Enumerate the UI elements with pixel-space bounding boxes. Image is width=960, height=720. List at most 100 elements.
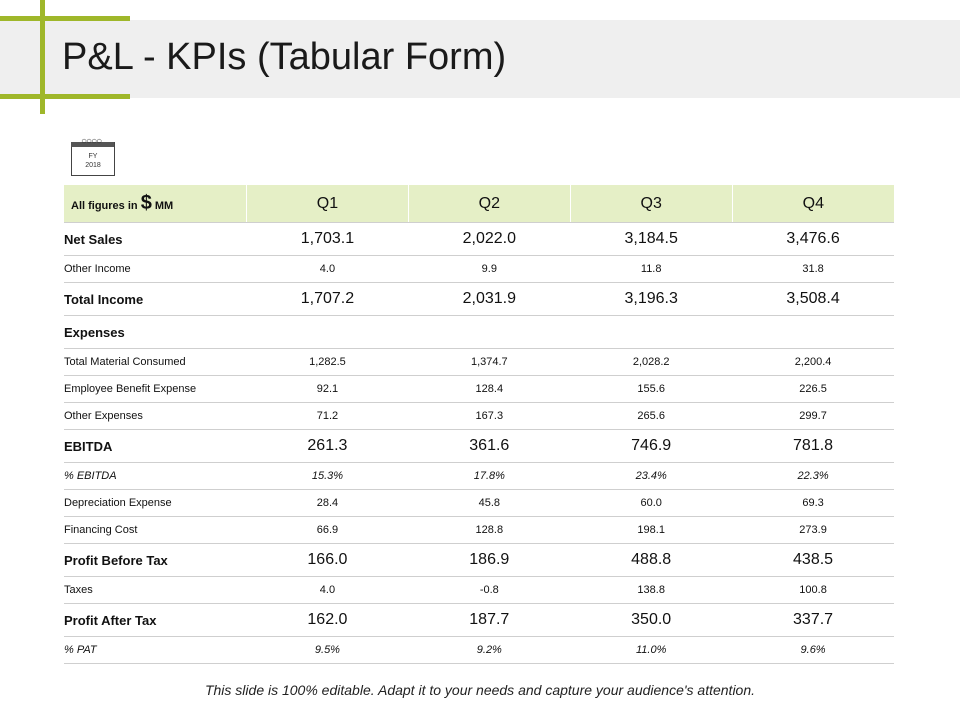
- cell-value: 92.1: [246, 375, 409, 403]
- table-row: Other Expenses 71.2 167.3 265.6 299.7: [64, 402, 894, 430]
- cell-value: 2,200.4: [732, 348, 894, 376]
- cell-value: 2,031.9: [408, 282, 571, 316]
- cell-value: 488.8: [570, 543, 733, 577]
- table-row: % PAT 9.5% 9.2% 11.0% 9.6%: [64, 636, 894, 664]
- cell-value: 1,703.1: [246, 222, 409, 256]
- table-row: Financing Cost 66.9 128.8 198.1 273.9: [64, 516, 894, 544]
- calendar-label: FY 2018: [71, 152, 115, 170]
- table-row: Depreciation Expense 28.4 45.8 60.0 69.3: [64, 489, 894, 517]
- cell-value: 350.0: [570, 603, 733, 637]
- row-label: Depreciation Expense: [64, 489, 247, 517]
- row-label: Financing Cost: [64, 516, 247, 544]
- title-accent-line-vertical: [40, 0, 45, 114]
- title-band: [0, 20, 960, 98]
- calendar-fy: FY: [88, 153, 98, 160]
- row-label: Profit After Tax: [64, 603, 247, 637]
- table-row: Expenses: [64, 315, 894, 349]
- cell-value: 781.8: [732, 429, 894, 463]
- cell-value: 3,196.3: [570, 282, 733, 316]
- table-row: EBITDA 261.3 361.6 746.9 781.8: [64, 429, 894, 463]
- cell-value: 11.0%: [570, 636, 733, 664]
- cell-value: [570, 315, 733, 349]
- cell-value: 299.7: [732, 402, 894, 430]
- column-header-q4: Q4: [732, 185, 894, 223]
- row-label: Taxes: [64, 576, 247, 604]
- cell-value: 69.3: [732, 489, 894, 517]
- figures-note: All figures in $ MM: [64, 185, 247, 223]
- table-row: % EBITDA 15.3% 17.8% 23.4% 22.3%: [64, 462, 894, 490]
- row-label: Employee Benefit Expense: [64, 375, 247, 403]
- row-label: Other Expenses: [64, 402, 247, 430]
- cell-value: 128.8: [408, 516, 571, 544]
- table-row: Profit After Tax 162.0 187.7 350.0 337.7: [64, 603, 894, 637]
- cell-value: 9.6%: [732, 636, 894, 664]
- cell-value: 45.8: [408, 489, 571, 517]
- row-label: Net Sales: [64, 222, 247, 256]
- cell-value: 3,476.6: [732, 222, 894, 256]
- calendar-icon: ○○○○ FY 2018: [71, 136, 115, 176]
- figures-prefix: All figures in: [71, 200, 138, 212]
- cell-value: 4.0: [246, 255, 409, 283]
- title-accent-line-top: [0, 16, 130, 21]
- cell-value: 155.6: [570, 375, 733, 403]
- cell-value: 28.4: [246, 489, 409, 517]
- cell-value: 746.9: [570, 429, 733, 463]
- cell-value: 22.3%: [732, 462, 894, 490]
- cell-value: 31.8: [732, 255, 894, 283]
- cell-value: 261.3: [246, 429, 409, 463]
- cell-value: 60.0: [570, 489, 733, 517]
- cell-value: 66.9: [246, 516, 409, 544]
- cell-value: 337.7: [732, 603, 894, 637]
- title-accent-line-bottom: [0, 94, 130, 99]
- row-label: Other Income: [64, 255, 247, 283]
- cell-value: 4.0: [246, 576, 409, 604]
- row-label: EBITDA: [64, 429, 247, 463]
- calendar-year: 2018: [85, 162, 101, 169]
- column-header-q3: Q3: [570, 185, 733, 223]
- column-header-q2: Q2: [408, 185, 571, 223]
- cell-value: 9.2%: [408, 636, 571, 664]
- table-row: Total Income 1,707.2 2,031.9 3,196.3 3,5…: [64, 282, 894, 316]
- cell-value: 1,282.5: [246, 348, 409, 376]
- cell-value: 2,022.0: [408, 222, 571, 256]
- figures-unit: MM: [154, 200, 174, 212]
- cell-value: 3,508.4: [732, 282, 894, 316]
- cell-value: 162.0: [246, 603, 409, 637]
- cell-value: 71.2: [246, 402, 409, 430]
- table-header-row: All figures in $ MM Q1 Q2 Q3 Q4: [64, 185, 894, 223]
- cell-value: 186.9: [408, 543, 571, 577]
- cell-value: 17.8%: [408, 462, 571, 490]
- cell-value: 226.5: [732, 375, 894, 403]
- cell-value: 11.8: [570, 255, 733, 283]
- cell-value: [246, 315, 409, 349]
- table-row: Employee Benefit Expense 92.1 128.4 155.…: [64, 375, 894, 403]
- calendar-header-bar: [71, 142, 114, 147]
- cell-value: 2,028.2: [570, 348, 733, 376]
- row-label: % PAT: [64, 636, 247, 664]
- cell-value: 138.8: [570, 576, 733, 604]
- table-row: Taxes 4.0 -0.8 138.8 100.8: [64, 576, 894, 604]
- cell-value: 9.5%: [246, 636, 409, 664]
- row-label: Expenses: [64, 315, 247, 349]
- cell-value: 438.5: [732, 543, 894, 577]
- cell-value: 9.9: [408, 255, 571, 283]
- table-row: Other Income 4.0 9.9 11.8 31.8: [64, 255, 894, 283]
- cell-value: 1,707.2: [246, 282, 409, 316]
- row-label: Total Income: [64, 282, 247, 316]
- cell-value: 198.1: [570, 516, 733, 544]
- table-row: Profit Before Tax 166.0 186.9 488.8 438.…: [64, 543, 894, 577]
- table-row: Net Sales 1,703.1 2,022.0 3,184.5 3,476.…: [64, 222, 894, 256]
- cell-value: 265.6: [570, 402, 733, 430]
- currency-symbol: $: [140, 192, 152, 214]
- table-row: Total Material Consumed 1,282.5 1,374.7 …: [64, 348, 894, 376]
- cell-value: 3,184.5: [570, 222, 733, 256]
- cell-value: 167.3: [408, 402, 571, 430]
- cell-value: -0.8: [408, 576, 571, 604]
- cell-value: 1,374.7: [408, 348, 571, 376]
- cell-value: 15.3%: [246, 462, 409, 490]
- page-title: P&L - KPIs (Tabular Form): [62, 36, 507, 78]
- cell-value: 128.4: [408, 375, 571, 403]
- pl-table: All figures in $ MM Q1 Q2 Q3 Q4 Net Sale…: [64, 185, 894, 664]
- cell-value: 187.7: [408, 603, 571, 637]
- calendar-rings: ○○○○: [81, 136, 102, 147]
